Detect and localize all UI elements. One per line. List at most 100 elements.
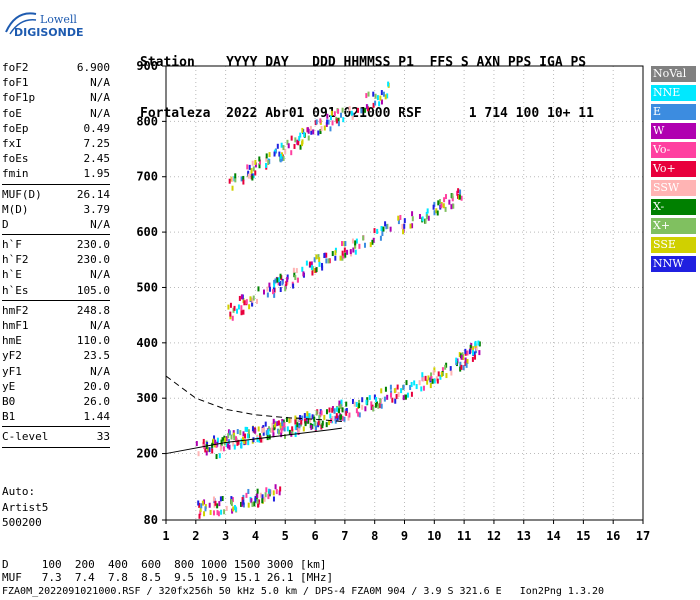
param-value: N/A (90, 319, 110, 332)
echo-point (433, 367, 436, 373)
y-tick-label: 800 (136, 114, 158, 128)
echo-point (297, 140, 300, 146)
param-row: hmF2 248.8 (2, 303, 110, 318)
echo-point (256, 434, 259, 440)
echo-point (290, 150, 293, 156)
echo-point (303, 413, 306, 419)
echo-point (328, 258, 331, 264)
echo-point (251, 501, 254, 507)
echo-point (202, 442, 205, 448)
echo-point (285, 280, 288, 286)
echo-point (282, 419, 285, 425)
echo-point (219, 446, 222, 452)
echo-point (241, 497, 244, 503)
echo-point (330, 110, 333, 116)
echo-point (275, 489, 278, 495)
legend-item: NoVal (651, 66, 696, 82)
echo-point (226, 443, 229, 449)
param-name: hmF2 (2, 303, 29, 317)
echo-point (256, 498, 259, 504)
param-value: 1.95 (83, 167, 111, 181)
echo-point (255, 298, 258, 304)
echo-point (245, 492, 248, 498)
param-value: 26.0 (83, 394, 111, 408)
echo-point (323, 253, 326, 259)
echo-point (421, 216, 424, 222)
echo-point (321, 265, 324, 271)
echo-point (323, 414, 326, 420)
param-row: h`F 230.0 (2, 237, 110, 252)
echo-point (374, 93, 377, 99)
echo-point (334, 250, 337, 256)
echo-point (256, 488, 259, 494)
echo-point (242, 431, 245, 437)
param-value: N/A (90, 364, 110, 378)
echo-point (436, 378, 439, 384)
echo-point (268, 426, 271, 432)
echo-point (450, 204, 453, 210)
echo-point (295, 417, 298, 423)
echo-point (286, 426, 289, 432)
param-value: N/A (90, 268, 110, 282)
echo-point (208, 502, 211, 508)
echo-point (286, 274, 289, 280)
echo-point (466, 350, 469, 356)
param-name: foE (2, 106, 22, 120)
echo-point (209, 509, 212, 515)
echo-point (390, 392, 393, 398)
echo-point (213, 435, 216, 441)
echo-point (288, 418, 291, 424)
echo-point (396, 384, 399, 390)
echo-point (403, 223, 406, 229)
echo-point (389, 384, 392, 390)
echo-point (292, 267, 295, 273)
auto-line1: Auto: (2, 485, 36, 498)
echo-point (459, 366, 462, 372)
echo-point (299, 144, 302, 150)
echo-point (356, 107, 359, 113)
echo-point (218, 501, 221, 507)
y-tick-label: 300 (136, 391, 158, 405)
echo-point (426, 379, 429, 385)
echo-point (216, 503, 219, 509)
echo-point (313, 257, 316, 263)
echo-point (205, 444, 208, 450)
echo-point (389, 226, 392, 232)
param-row: foE N/A (2, 106, 110, 121)
echo-point (278, 490, 281, 496)
echo-point (232, 176, 235, 182)
echo-point (242, 436, 245, 442)
echo-point (292, 283, 295, 289)
echo-point (449, 366, 452, 372)
echo-point (415, 384, 418, 390)
echo-point (333, 111, 336, 117)
echo-point (240, 176, 243, 182)
echo-point (460, 354, 463, 360)
echo-point (340, 241, 343, 247)
echo-point (438, 199, 441, 205)
lowell-digisonde-logo: Lowell DIGISONDE (2, 6, 83, 42)
echo-point (328, 407, 331, 413)
legend-item: NNE (651, 85, 696, 101)
echo-point (456, 190, 459, 196)
echo-point (349, 249, 352, 255)
echo-point (358, 399, 361, 405)
echo-point (403, 218, 406, 224)
param-name: yF2 (2, 349, 22, 363)
echo-point (433, 210, 436, 216)
echo-point (358, 403, 361, 409)
echo-point (378, 101, 381, 107)
echo-point (274, 278, 277, 284)
echo-point (206, 447, 209, 453)
echo-point (263, 496, 266, 502)
echo-point (380, 90, 383, 96)
echo-point (436, 210, 439, 216)
echo-point (232, 441, 235, 447)
echo-point (313, 416, 316, 422)
param-value: N/A (90, 76, 110, 90)
echo-point (243, 300, 246, 306)
echo-point (267, 494, 270, 500)
echo-point (279, 273, 282, 279)
echo-point (328, 420, 331, 426)
echo-point (279, 287, 282, 293)
